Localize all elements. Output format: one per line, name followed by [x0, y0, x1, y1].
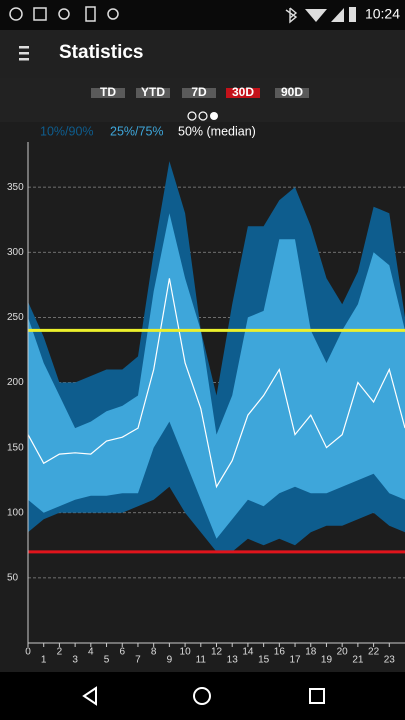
- page-indicator: [187, 111, 218, 121]
- tab[interactable]: YTD: [136, 85, 170, 99]
- tab-background: [91, 88, 125, 98]
- y-tick-label: 50: [7, 573, 19, 584]
- status-time: 10:24: [365, 6, 400, 22]
- y-tick-label: 300: [7, 247, 24, 258]
- x-tick-label: 6: [119, 647, 125, 658]
- x-tick-label: 3: [72, 655, 78, 666]
- x-tick-label: 8: [151, 647, 157, 658]
- tab-label: TD: [100, 85, 116, 99]
- x-tick-label: 23: [384, 655, 396, 666]
- x-tick-label: 1: [41, 655, 47, 666]
- x-tick-label: 18: [305, 647, 317, 658]
- status-icons: [9, 6, 119, 22]
- y-tick-label: 100: [7, 507, 24, 518]
- recents-button[interactable]: [309, 688, 325, 704]
- tab-bar: TD YTD 7D 30D 90D: [91, 85, 309, 99]
- plot: 5010015020025030035001234567891011121314…: [7, 124, 405, 666]
- tab-label: 90D: [281, 85, 303, 99]
- legend-entry: 25%/75%: [110, 124, 164, 138]
- tab-label: 7D: [191, 85, 207, 99]
- x-tick-label: 7: [135, 655, 141, 666]
- tab-label: YTD: [141, 85, 165, 99]
- y-tick-label: 150: [7, 442, 24, 453]
- x-tick-label: 21: [352, 655, 364, 666]
- system-icons: [285, 7, 356, 24]
- x-tick-label: 14: [242, 647, 254, 658]
- status-bar: [0, 0, 405, 30]
- back-button[interactable]: [82, 686, 97, 706]
- x-tick-label: 20: [337, 647, 349, 658]
- x-tick-label: 15: [258, 655, 270, 666]
- tab-background: [275, 88, 309, 98]
- tab[interactable]: 7D: [182, 85, 216, 99]
- percentile-band: [28, 213, 405, 539]
- legend-entry: 10%/90%: [40, 124, 94, 138]
- x-tick-label: 13: [227, 655, 239, 666]
- app-bar: [0, 30, 405, 78]
- y-tick-label: 350: [7, 182, 24, 193]
- x-tick-label: 22: [368, 647, 380, 658]
- x-tick-label: 9: [167, 655, 173, 666]
- tab-label: 30D: [232, 85, 254, 99]
- y-tick-label: 200: [7, 377, 24, 388]
- x-tick-label: 5: [104, 655, 110, 666]
- nav-bar: [0, 672, 405, 720]
- tab-background: [182, 88, 216, 98]
- home-button[interactable]: [193, 687, 211, 705]
- legend-entry: 50% (median): [178, 124, 256, 138]
- x-tick-label: 0: [25, 647, 31, 658]
- tab[interactable]: TD: [91, 85, 125, 99]
- tab-background: [226, 88, 260, 98]
- x-tick-label: 10: [180, 647, 192, 658]
- tab[interactable]: 30D: [226, 85, 260, 99]
- x-tick-label: 19: [321, 655, 333, 666]
- x-tick-label: 11: [196, 655, 207, 666]
- x-tick-label: 12: [211, 647, 223, 658]
- tab[interactable]: 90D: [275, 85, 309, 99]
- menu-button[interactable]: [19, 46, 29, 61]
- y-tick-label: 250: [7, 312, 24, 323]
- x-tick-label: 2: [57, 647, 63, 658]
- x-tick-label: 4: [88, 647, 94, 658]
- app-title: Statistics: [59, 42, 143, 63]
- tab-background: [136, 88, 170, 98]
- median-line: [27, 278, 405, 489]
- x-tick-label: 16: [274, 647, 286, 658]
- x-tick-label: 17: [289, 655, 301, 666]
